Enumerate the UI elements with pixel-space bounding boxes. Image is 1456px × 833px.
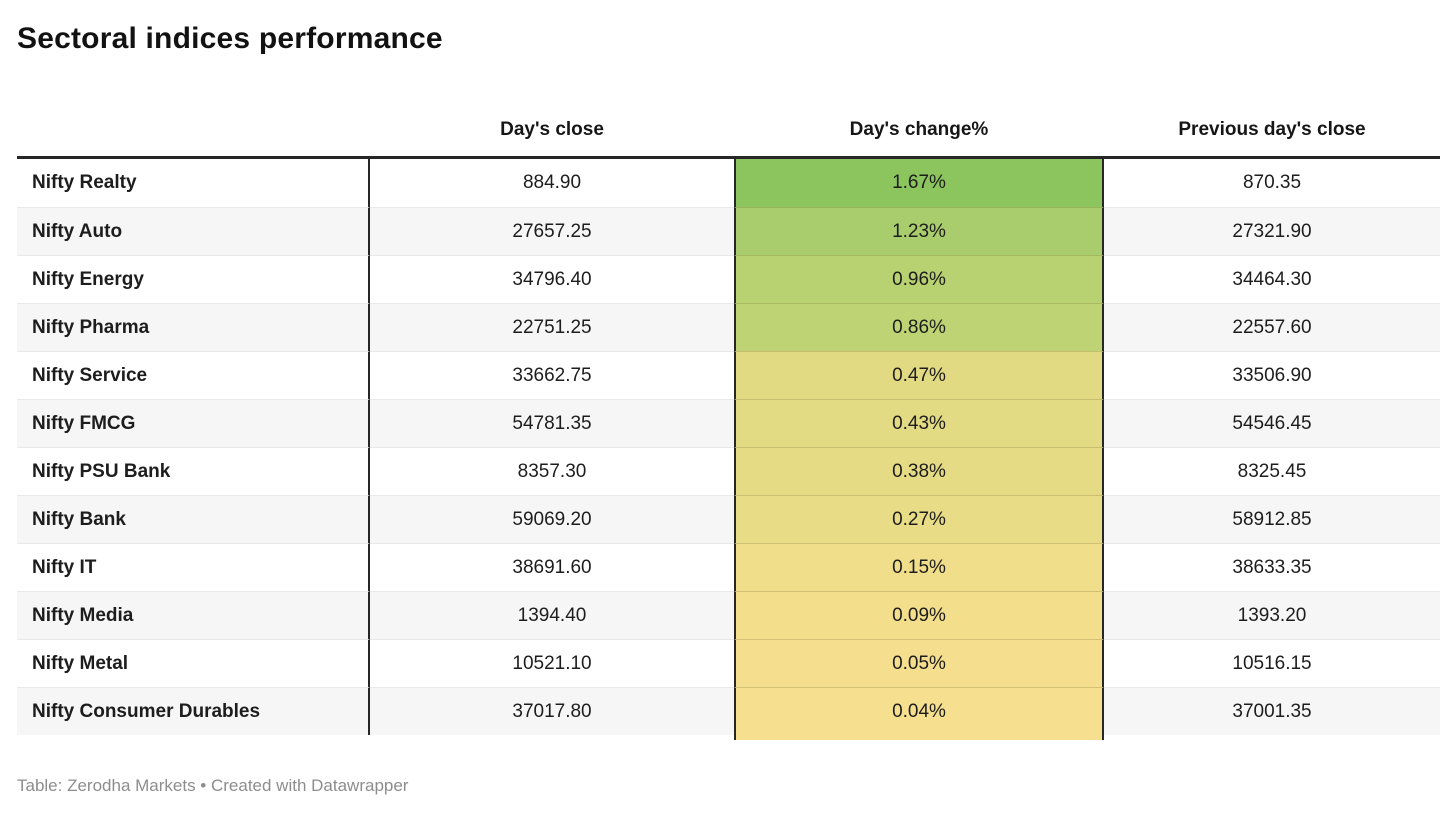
page-title: Sectoral indices performance [17,22,443,55]
days-change-cell: 1.67% [734,159,1104,207]
table-row: Nifty Metal 10521.10 0.05% 10516.15 [17,639,1440,687]
table-body: Nifty Realty 884.90 1.67% 870.35 Nifty A… [17,156,1440,740]
days-close-cell: 33662.75 [370,351,734,399]
table-row: Nifty PSU Bank 8357.30 0.38% 8325.45 [17,447,1440,495]
days-close-cell: 59069.20 [370,495,734,543]
days-close-cell: 22751.25 [370,303,734,351]
days-close-cell: 8357.30 [370,447,734,495]
index-name-cell: Nifty Energy [17,255,370,303]
table-header-row: Day's close Day's change% Previous day's… [17,57,1440,156]
table-row: Nifty Bank 59069.20 0.27% 58912.85 [17,495,1440,543]
index-name-cell: Nifty IT [17,543,370,591]
days-change-cell: 0.15% [734,543,1104,591]
index-name-cell: Nifty Auto [17,207,370,255]
column-header-days-close: Day's close [500,119,604,140]
sectoral-indices-table: Day's close Day's change% Previous day's… [17,57,1440,740]
previous-close-cell [1104,735,1440,740]
days-change-cell: 0.09% [734,591,1104,639]
previous-close-cell: 870.35 [1242,172,1302,193]
days-close-cell: 34796.40 [370,255,734,303]
previous-close-cell: 1393.20 [1104,591,1440,639]
days-close-cell [370,735,734,740]
previous-close-cell: 27321.90 [1104,207,1440,255]
days-close-cell: 27657.25 [370,207,734,255]
days-change-cell: 0.38% [734,447,1104,495]
table-row: Nifty Pharma 22751.25 0.86% 22557.60 [17,303,1440,351]
previous-close-cell: 54546.45 [1104,399,1440,447]
index-name-cell: Nifty Consumer Durables [17,687,370,735]
previous-close-cell: 8325.45 [1104,447,1440,495]
table-row: Nifty FMCG 54781.35 0.43% 54546.45 [17,399,1440,447]
index-name-cell: Nifty Pharma [17,303,370,351]
previous-close-cell: 22557.60 [1104,303,1440,351]
table-footer: Table: Zerodha Markets • Created with Da… [17,776,1439,796]
previous-close-cell: 38633.35 [1104,543,1440,591]
index-name-cell: Nifty Service [17,351,370,399]
days-change-cell: 0.47% [734,351,1104,399]
datawrapper-table-page: Sectoral indices performance Day's close… [0,20,1456,833]
index-name-cell [17,735,370,740]
days-close-cell: 884.90 [522,172,582,193]
attribution-text: Table: Zerodha Markets • Created with Da… [17,776,409,795]
index-name-cell: Nifty Bank [17,495,370,543]
days-change-cell [734,735,1104,740]
days-change-cell: 0.86% [734,303,1104,351]
column-header-previous-days-close: Previous day's close [1178,119,1366,140]
table-row: Nifty Media 1394.40 0.09% 1393.20 [17,591,1440,639]
previous-close-cell: 58912.85 [1104,495,1440,543]
previous-close-cell: 10516.15 [1104,639,1440,687]
previous-close-cell: 33506.90 [1104,351,1440,399]
table-row: Nifty Realty 884.90 1.67% 870.35 [17,159,1440,207]
days-close-cell: 38691.60 [370,543,734,591]
index-name-cell: Nifty Realty [17,159,370,207]
index-name-cell: Nifty Media [17,591,370,639]
column-header-index [17,141,370,156]
days-close-cell: 54781.35 [370,399,734,447]
days-change-cell: 0.43% [734,399,1104,447]
previous-close-cell: 34464.30 [1104,255,1440,303]
days-change-cell: 0.04% [734,687,1104,735]
days-close-cell: 37017.80 [370,687,734,735]
days-change-cell: 0.27% [734,495,1104,543]
table-row: Nifty Consumer Durables 37017.80 0.04% 3… [17,687,1440,735]
table-row: Nifty IT 38691.60 0.15% 38633.35 [17,543,1440,591]
heatmap-column-overhang [17,735,1440,740]
index-name-cell: Nifty PSU Bank [17,447,370,495]
column-header-days-change: Day's change% [849,119,989,140]
previous-close-cell: 37001.35 [1104,687,1440,735]
index-name-cell: Nifty Metal [17,639,370,687]
days-close-cell: 1394.40 [370,591,734,639]
index-name-cell: Nifty FMCG [17,399,370,447]
table-row: Nifty Service 33662.75 0.47% 33506.90 [17,351,1440,399]
days-change-cell: 1.23% [734,207,1104,255]
days-change-cell: 0.96% [734,255,1104,303]
table-row: Nifty Auto 27657.25 1.23% 27321.90 [17,207,1440,255]
table-row: Nifty Energy 34796.40 0.96% 34464.30 [17,255,1440,303]
days-change-cell: 0.05% [734,639,1104,687]
days-close-cell: 10521.10 [370,639,734,687]
